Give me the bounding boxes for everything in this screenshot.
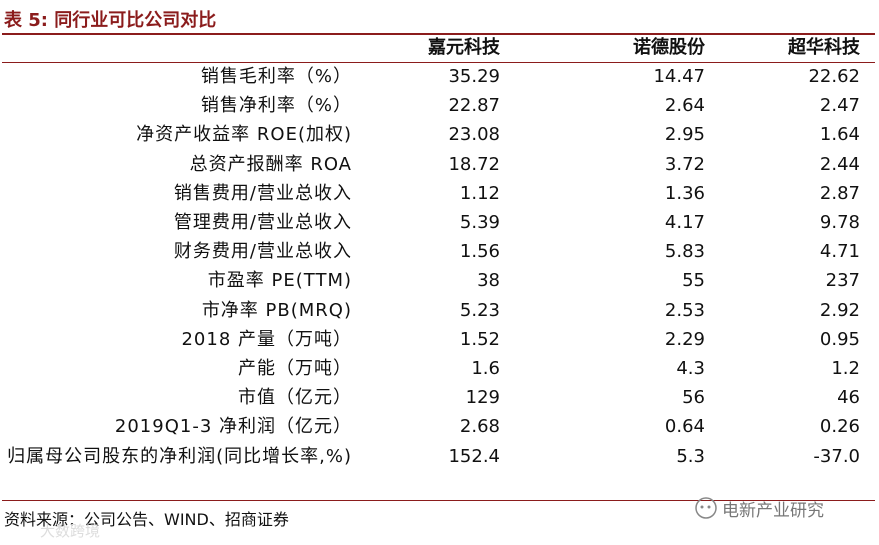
cell-value: 18.72 <box>448 153 500 175</box>
row-label: 2019Q1-3 净利润（亿元） <box>114 416 352 438</box>
row-label: 总资产报酬率 ROA <box>189 153 352 175</box>
cell-value: 56 <box>682 387 705 409</box>
wechat-icon <box>695 497 717 519</box>
cell-value: -37.0 <box>813 445 860 467</box>
rule <box>2 33 875 35</box>
cell-value: 55 <box>682 270 705 292</box>
cell-value: 1.36 <box>664 182 705 204</box>
cell-value: 129 <box>465 387 500 409</box>
cell-value: 5.3 <box>676 445 705 467</box>
cell-value: 22.87 <box>448 95 500 117</box>
cell-value: 5.39 <box>459 212 500 233</box>
cell-value: 46 <box>837 387 860 409</box>
cell-value: 5.23 <box>459 299 500 321</box>
cell-value: 1.12 <box>459 182 500 204</box>
row-label: 市盈率 PE(TTM) <box>207 270 352 292</box>
row-label: 销售净利率（%） <box>200 95 352 117</box>
cell-value: 22.62 <box>808 66 860 87</box>
cell-value: 14.47 <box>653 66 705 87</box>
column-header: 超华科技 <box>788 37 860 58</box>
row-label: 市值（亿元） <box>238 387 352 409</box>
cell-value: 0.95 <box>819 328 860 350</box>
cell-value: 35.29 <box>448 66 500 87</box>
cell-value: 2.92 <box>819 299 860 321</box>
cell-value: 2.87 <box>819 182 860 204</box>
cell-value: 1.2 <box>831 358 860 379</box>
cell-value: 1.64 <box>819 124 860 146</box>
cell-value: 2.47 <box>819 95 860 117</box>
cell-value: 4.17 <box>664 212 705 233</box>
cell-value: 2.64 <box>664 95 705 117</box>
row-label: 净资产收益率 ROE(加权) <box>136 124 352 146</box>
cell-value: 23.08 <box>448 124 500 146</box>
cell-value: 5.83 <box>664 241 705 263</box>
row-label: 产能（万吨） <box>238 358 352 379</box>
cell-value: 1.56 <box>459 241 500 263</box>
watermark: 大数跨境 <box>40 522 101 540</box>
table-title: 表 5: 同行业可比公司对比 <box>4 10 217 31</box>
cell-value: 9.78 <box>819 212 860 233</box>
row-label: 市净率 PB(MRQ) <box>201 299 352 321</box>
cell-value: 2.29 <box>664 328 705 350</box>
column-header: 诺德股份 <box>633 37 705 58</box>
row-label: 销售费用/营业总收入 <box>173 182 352 204</box>
cell-value: 237 <box>825 270 860 292</box>
cell-value: 2.44 <box>819 153 860 175</box>
cell-value: 0.26 <box>819 416 860 438</box>
column-header: 嘉元科技 <box>428 37 500 58</box>
cell-value: 38 <box>477 270 500 292</box>
row-label: 归属母公司股东的净利润(同比增长率,%) <box>7 445 352 467</box>
rule <box>2 62 875 63</box>
cell-value: 4.71 <box>819 241 860 263</box>
cell-value: 0.64 <box>664 416 705 438</box>
source-note: 资料来源：公司公告、WIND、招商证券 <box>4 510 289 529</box>
row-label: 财务费用/营业总收入 <box>173 241 352 263</box>
cell-value: 1.6 <box>471 358 500 379</box>
cell-value: 1.52 <box>459 328 500 350</box>
row-label: 管理费用/营业总收入 <box>173 212 352 233</box>
cell-value: 152.4 <box>448 445 500 467</box>
cell-value: 2.95 <box>664 124 705 146</box>
rule <box>2 500 875 501</box>
cell-value: 2.68 <box>459 416 500 438</box>
row-label: 2018 产量（万吨） <box>181 328 352 350</box>
cell-value: 3.72 <box>664 153 705 175</box>
row-label: 销售毛利率（%） <box>200 66 352 87</box>
watermark: 电新产业研究 <box>722 501 824 521</box>
cell-value: 4.3 <box>676 358 705 379</box>
cell-value: 2.53 <box>664 299 705 321</box>
